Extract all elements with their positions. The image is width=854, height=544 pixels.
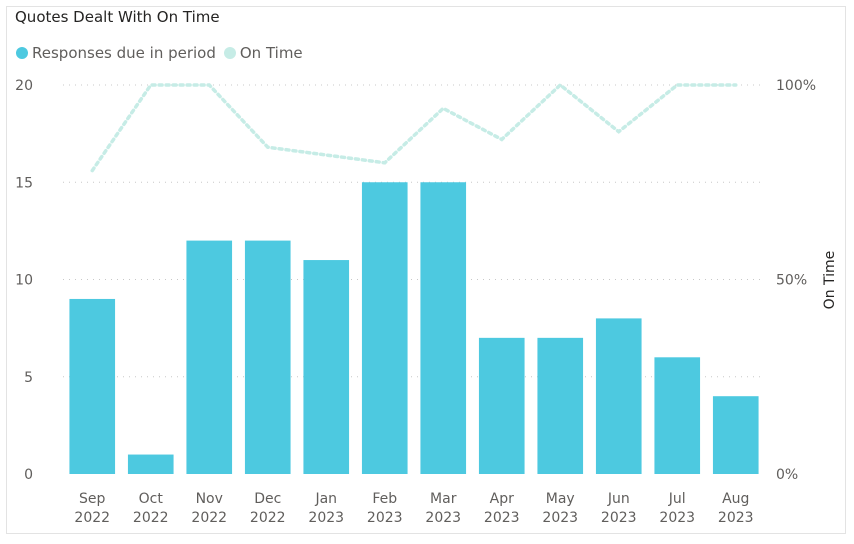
bar [537, 337, 584, 474]
y-left-tick-label: 15 [15, 175, 33, 191]
x-tick-label-month: Mar [430, 491, 457, 507]
chart-legend: Responses due in period On Time [16, 44, 311, 62]
x-tick-label-year: 2023 [659, 510, 695, 526]
bar [712, 396, 759, 474]
bar [186, 240, 233, 474]
bar [244, 240, 291, 474]
x-tick-label-month: Jun [607, 491, 630, 507]
y-right-tick-label: 0% [776, 467, 798, 483]
y-right-axis-title: On Time [822, 251, 838, 310]
y-left-tick-label: 0 [24, 467, 33, 483]
legend-label-responses: Responses due in period [32, 44, 216, 62]
x-tick-label-month: Aug [722, 491, 749, 507]
x-tick-label-year: 2023 [425, 510, 461, 526]
x-tick-label-year: 2022 [191, 510, 227, 526]
bar [420, 182, 467, 474]
y-left-tick-label: 10 [15, 273, 33, 289]
x-tick-label-year: 2023 [367, 510, 403, 526]
legend-item-responses[interactable]: Responses due in period [16, 44, 216, 62]
y-right-tick-label: 50% [776, 273, 807, 289]
bar [69, 298, 116, 474]
x-tick-label-year: 2023 [542, 510, 578, 526]
x-tick-label-year: 2022 [250, 510, 286, 526]
x-tick-label-year: 2023 [601, 510, 637, 526]
chart-title: Quotes Dealt With On Time [15, 8, 220, 26]
x-tick-label-year: 2023 [718, 510, 754, 526]
legend-marker-responses [16, 47, 28, 59]
y-left-tick-label: 5 [24, 370, 33, 386]
x-tick-label-month: Nov [196, 491, 223, 507]
legend-item-on-time[interactable]: On Time [223, 44, 303, 62]
x-tick-label-year: 2022 [74, 510, 110, 526]
x-tick-label-year: 2022 [133, 510, 169, 526]
y-right-tick-label: 100% [776, 78, 816, 94]
x-tick-label-year: 2023 [484, 510, 520, 526]
x-tick-label-month: Jan [314, 491, 337, 507]
x-tick-label-year: 2023 [308, 510, 344, 526]
bar [595, 318, 642, 474]
bar [303, 260, 350, 474]
bar [127, 454, 174, 474]
x-tick-label-month: Jul [668, 491, 686, 507]
x-tick-label-month: Sep [79, 491, 106, 507]
on-time-line [90, 82, 738, 173]
legend-label-on-time: On Time [239, 44, 303, 62]
y-left-tick-label: 20 [15, 78, 33, 94]
x-tick-label-month: Apr [490, 491, 514, 507]
x-tick-label-month: Oct [139, 491, 164, 507]
x-tick-label-month: Dec [254, 491, 281, 507]
bar [478, 337, 525, 474]
bar [361, 182, 408, 474]
x-tick-label-month: May [546, 491, 575, 507]
x-tick-label-month: Feb [372, 491, 397, 507]
bar [654, 357, 701, 474]
legend-marker-on-time [223, 47, 236, 59]
